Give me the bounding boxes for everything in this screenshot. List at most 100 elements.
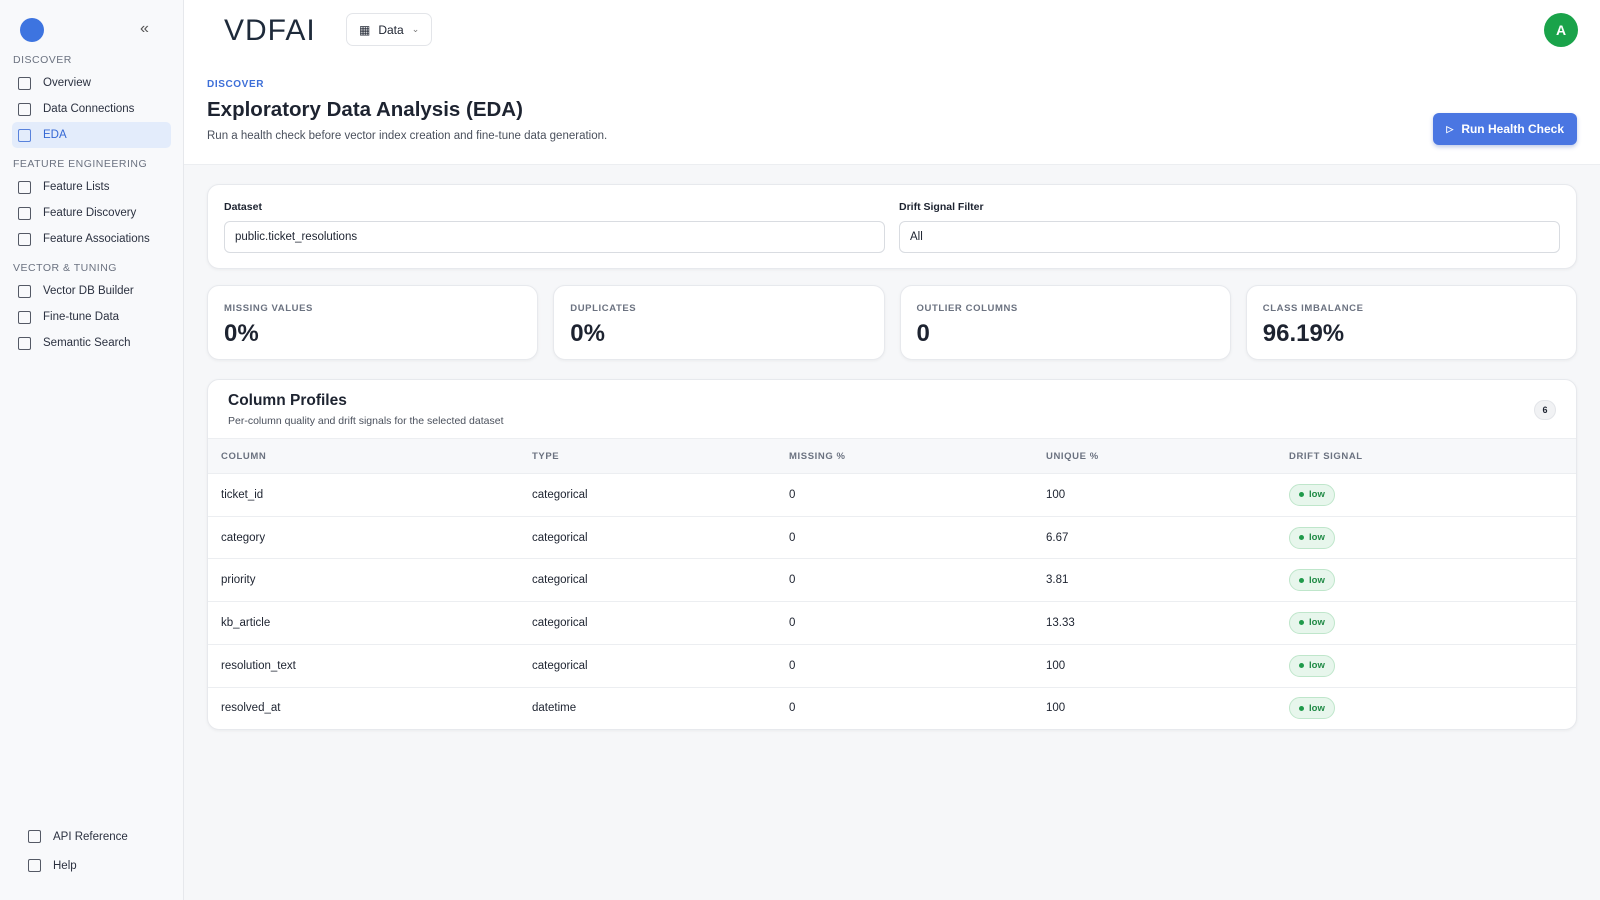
nav-item[interactable]: Data Connections [12, 96, 171, 122]
drift-cell: low [1289, 483, 1576, 506]
metric-value: 0% [224, 320, 259, 347]
table-cell: 100 [1046, 488, 1066, 501]
table-cell: resolved_at [221, 702, 281, 715]
metric-label: DUPLICATES [570, 303, 637, 314]
grid-icon: ▦ [359, 22, 371, 37]
nav-label: Semantic Search [43, 337, 131, 349]
metric-label: CLASS IMBALANCE [1262, 303, 1364, 314]
play-icon: ▷ [1446, 123, 1454, 134]
table-row: kb_article categorical 0 13.33 low [208, 601, 1576, 644]
nav-item[interactable]: API Reference [22, 822, 128, 851]
eyebrow: DISCOVER [207, 79, 265, 90]
nav-item[interactable]: Feature Associations [12, 226, 171, 252]
table-row: category categorical 0 6.67 low [208, 515, 1576, 559]
table-cell: categorical [532, 531, 588, 544]
nav-item[interactable]: Fine-tune Data [12, 304, 171, 330]
table-row: priority categorical 0 3.81 low [208, 558, 1576, 601]
table-title: Column Profiles [228, 392, 347, 409]
filter-input[interactable]: All [899, 221, 1560, 253]
filter-input[interactable]: public.ticket_resolutions [224, 221, 885, 253]
nav-label: Help [53, 859, 77, 872]
table-subtitle: Per-column quality and drift signals for… [228, 415, 504, 427]
table-row: ticket_id categorical 0 100 low [208, 473, 1576, 516]
table-cell: 0 [789, 531, 796, 544]
badge-dot [1299, 577, 1304, 583]
nav-icon [28, 830, 41, 843]
metric-card: OUTLIER COLUMNS 0 [899, 285, 1231, 360]
drift-badge: low [1289, 611, 1335, 634]
column-header[interactable]: COLUMN [221, 450, 267, 462]
table-cell: ticket_id [221, 488, 264, 501]
sidebar-footer: API Reference Help [22, 822, 128, 880]
page-title: Exploratory Data Analysis (EDA) [207, 98, 523, 121]
nav-icon [18, 284, 31, 298]
run-button[interactable]: ▷ Run Health Check [1433, 113, 1577, 145]
table-cell: categorical [532, 616, 588, 629]
drift-badge: low [1289, 697, 1335, 720]
column-header[interactable]: DRIFT SIGNAL [1289, 450, 1363, 462]
nav-icon [18, 206, 31, 220]
nav-icon [18, 180, 31, 194]
nav-item[interactable]: Vector DB Builder [12, 278, 171, 304]
column-header[interactable]: TYPE [532, 450, 560, 462]
nav-item[interactable]: EDA [12, 122, 171, 148]
column-header[interactable]: MISSING % [789, 450, 846, 462]
metric-label: MISSING VALUES [224, 303, 313, 314]
drift-badge: low [1289, 483, 1335, 506]
sidebar: « DISCOVER Overview Data Connections EDA FEA… [0, 0, 184, 900]
nav-icon [28, 859, 41, 872]
metrics: MISSING VALUES 0% DUPLICATES 0% OUTLIER COLU… [207, 285, 1577, 360]
nav-label: Feature Lists [43, 181, 110, 193]
drift-badge: low [1289, 654, 1335, 677]
drift-cell: low [1289, 654, 1576, 677]
nav-section-title: FEATURE ENGINEERING [13, 158, 148, 170]
metric-card: DUPLICATES 0% [553, 285, 885, 360]
brand-logo[interactable]: VDFAI [224, 14, 316, 47]
drift-cell: low [1289, 569, 1576, 592]
drift-badge: low [1289, 569, 1335, 592]
workspace-menu[interactable]: ▦ Data ⌄ [346, 13, 433, 46]
badge-label: low [1309, 489, 1325, 501]
drift-cell: low [1289, 611, 1576, 634]
table-cell: 13.33 [1046, 616, 1075, 629]
nav: DISCOVER Overview Data Connections EDA FEATU… [12, 54, 171, 356]
badge-label: low [1309, 532, 1325, 544]
page-subtitle: Run a health check before vector index c… [207, 130, 608, 142]
menu-label: Data [378, 22, 404, 37]
metric-label: OUTLIER COLUMNS [916, 303, 1018, 314]
table-card: Column Profiles Per-column quality and d… [207, 379, 1577, 730]
nav-label: Vector DB Builder [43, 285, 134, 297]
collapse-button[interactable]: « [140, 20, 149, 37]
table-cell: categorical [532, 659, 588, 672]
table-cell: 0 [789, 659, 796, 672]
nav-label: Fine-tune Data [43, 311, 120, 323]
drift-cell: low [1289, 697, 1576, 720]
nav-label: Data Connections [43, 103, 135, 115]
nav-label: Feature Discovery [43, 207, 137, 219]
nav-section-title: VECTOR & TUNING [13, 262, 117, 274]
avatar[interactable]: A [1544, 13, 1578, 47]
nav-icon [18, 76, 31, 90]
nav-item[interactable]: Overview [12, 70, 171, 96]
nav-item[interactable]: Semantic Search [12, 330, 171, 356]
app-logo[interactable] [20, 18, 44, 42]
column-header[interactable]: UNIQUE % [1046, 450, 1099, 462]
table-cell: kb_article [221, 616, 271, 629]
table-cell: categorical [532, 488, 588, 501]
button-label: Run Health Check [1461, 122, 1564, 136]
nav-icon [18, 128, 31, 142]
metric-card: MISSING VALUES 0% [207, 285, 539, 360]
badge-label: low [1309, 660, 1325, 672]
nav-item[interactable]: Feature Lists [12, 174, 171, 200]
nav-icon [18, 310, 31, 324]
table-cell: 3.81 [1046, 574, 1069, 587]
table-cell: 0 [789, 488, 796, 501]
filter: Dataset public.ticket_resolutions [224, 201, 885, 253]
nav-icon [18, 232, 31, 246]
nav-item[interactable]: Feature Discovery [12, 200, 171, 226]
nav-item[interactable]: Help [22, 851, 128, 880]
chevron: ⌄ [411, 24, 420, 34]
filter-label: Dataset [224, 201, 262, 213]
